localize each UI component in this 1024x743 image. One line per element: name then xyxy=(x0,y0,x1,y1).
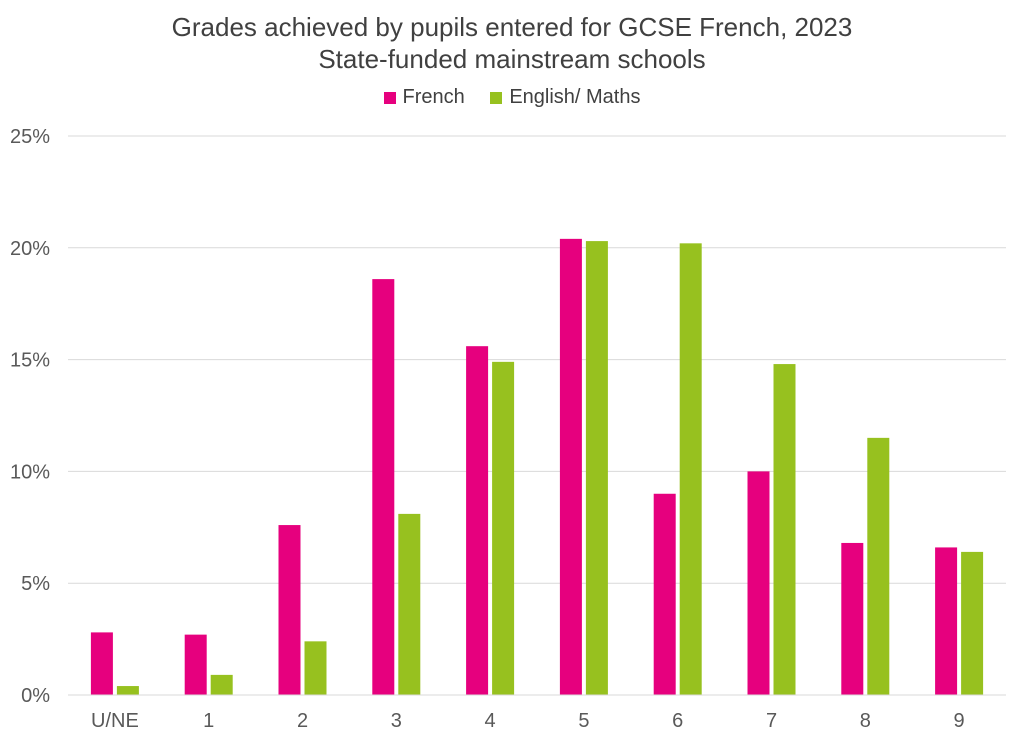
bar-french-u-ne xyxy=(90,632,113,695)
bar-english-maths-6 xyxy=(679,243,702,695)
x-tick-label: 4 xyxy=(485,710,496,732)
bar-english-maths-7 xyxy=(773,364,796,695)
bars xyxy=(90,238,984,696)
x-tick-label: 8 xyxy=(860,710,871,732)
chart-legend: French English/ Maths xyxy=(0,86,1024,110)
bar-french-4 xyxy=(466,346,489,695)
gridlines xyxy=(68,135,1006,584)
legend-swatch-french xyxy=(383,91,396,104)
y-tick-label: 10% xyxy=(10,461,50,483)
bar-english-maths-2 xyxy=(304,641,327,695)
x-tick-label: 7 xyxy=(766,710,777,732)
y-tick-label: 5% xyxy=(21,573,50,595)
bar-english-maths-1 xyxy=(210,674,233,695)
legend-swatch-english-maths xyxy=(490,91,503,104)
y-tick-label: 0% xyxy=(21,685,50,707)
chart-title: Grades achieved by pupils entered for GC… xyxy=(171,12,853,42)
bar-english-maths-u-ne xyxy=(116,686,139,695)
x-tick-label: 1 xyxy=(203,710,214,732)
y-tick-label: 15% xyxy=(10,350,50,372)
bar-french-1 xyxy=(184,634,207,695)
bar-english-maths-5 xyxy=(585,241,608,696)
axes: 0% 5% 10% 15% 20% 25% U/NE 1 2 3 4 5 6 7 8 9 xyxy=(10,126,1006,732)
bar-english-maths-4 xyxy=(492,361,515,695)
bar-french-5 xyxy=(559,238,582,695)
bar-french-8 xyxy=(841,542,864,695)
bar-english-maths-9 xyxy=(961,551,984,695)
bar-english-maths-8 xyxy=(867,437,890,695)
bar-french-7 xyxy=(747,471,770,695)
x-tick-label: 5 xyxy=(578,710,589,732)
x-tick-label: 2 xyxy=(297,710,308,732)
legend-label-english-maths: English/ Maths xyxy=(509,86,641,108)
x-tick-label: 6 xyxy=(672,710,683,732)
x-tick-label: 3 xyxy=(391,710,402,732)
x-tick-label: U/NE xyxy=(91,710,139,732)
chart-subtitle: State-funded mainstream schools xyxy=(318,44,706,74)
bar-french-6 xyxy=(653,493,676,695)
bar-french-9 xyxy=(935,547,958,695)
y-tick-label: 20% xyxy=(10,238,50,260)
bar-english-maths-3 xyxy=(398,513,421,695)
y-tick-label: 25% xyxy=(10,126,50,148)
x-tick-label: 9 xyxy=(954,710,965,732)
legend-item-french: French xyxy=(383,86,465,109)
legend-label-french: French xyxy=(402,86,465,108)
bar-french-2 xyxy=(278,525,301,695)
bar-french-3 xyxy=(372,279,395,695)
legend-item-english-maths: English/ Maths xyxy=(490,86,640,109)
